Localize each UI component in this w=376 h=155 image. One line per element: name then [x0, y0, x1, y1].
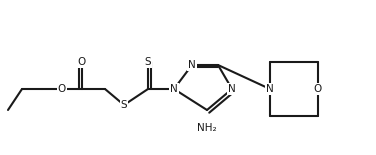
- Text: NH₂: NH₂: [197, 123, 217, 133]
- Text: O: O: [58, 84, 66, 94]
- Text: N: N: [228, 84, 236, 94]
- Text: O: O: [78, 57, 86, 67]
- Text: S: S: [121, 100, 127, 110]
- Text: O: O: [314, 84, 322, 94]
- Text: N: N: [266, 84, 274, 94]
- Text: N: N: [188, 60, 196, 70]
- Text: S: S: [145, 57, 151, 67]
- Text: N: N: [170, 84, 178, 94]
